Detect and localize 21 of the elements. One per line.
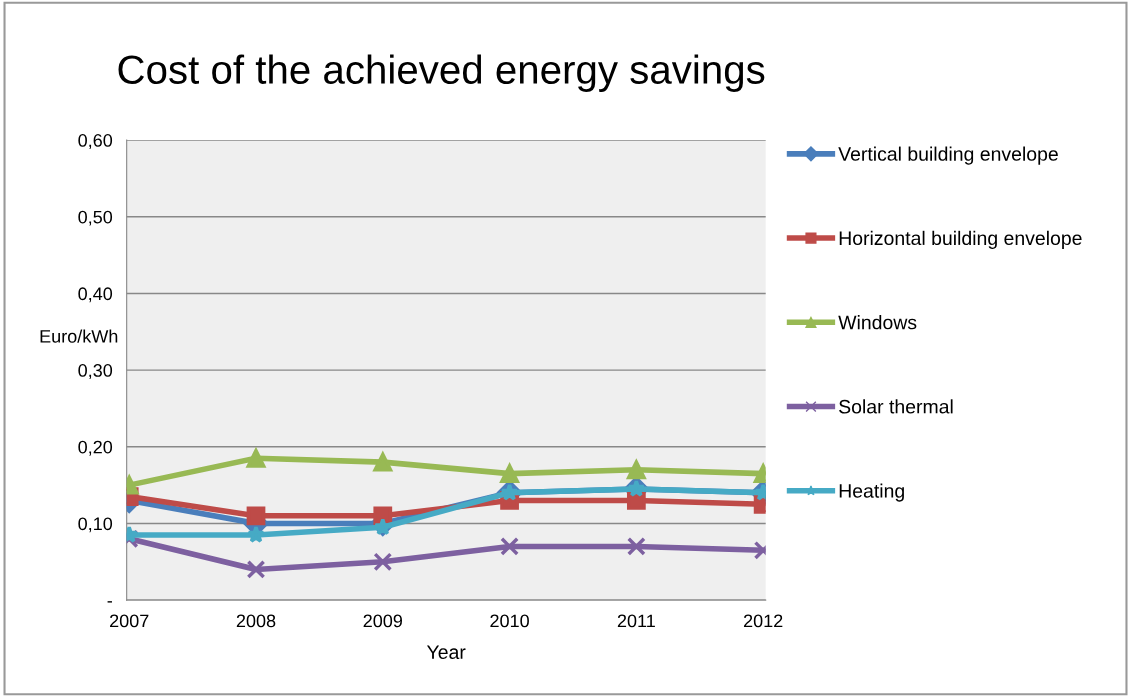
y-axis-title: Euro/kWh: [40, 329, 118, 343]
legend-label: Windows: [838, 315, 917, 330]
y-tick-label: 0,60: [78, 134, 113, 149]
x-tick-label: 2008: [236, 614, 276, 628]
legend-label: Horizontal building envelope: [839, 230, 1082, 249]
legend-label: Heating: [839, 483, 904, 502]
x-tick-label: 2011: [617, 614, 655, 628]
x-axis-title: Year: [426, 645, 466, 660]
y-tick-label: -: [107, 601, 112, 603]
legend-label: Solar thermal: [839, 399, 953, 414]
y-tick-label: 0,40: [78, 287, 113, 303]
y-tick-label: 0,30: [78, 364, 113, 379]
y-tick-label: 0,50: [78, 210, 113, 226]
y-tick-label: 0,10: [78, 517, 113, 533]
x-tick-label: 2007: [110, 614, 149, 628]
x-tick-label: 2009: [363, 614, 403, 628]
x-tick-label: 2012: [743, 614, 783, 628]
chart-title: Cost of the achieved energy savings: [118, 54, 765, 92]
x-tick-label: 2010: [490, 614, 529, 628]
legend-label: Vertical building envelope: [838, 146, 1058, 165]
y-tick-label: 0,20: [78, 440, 113, 456]
